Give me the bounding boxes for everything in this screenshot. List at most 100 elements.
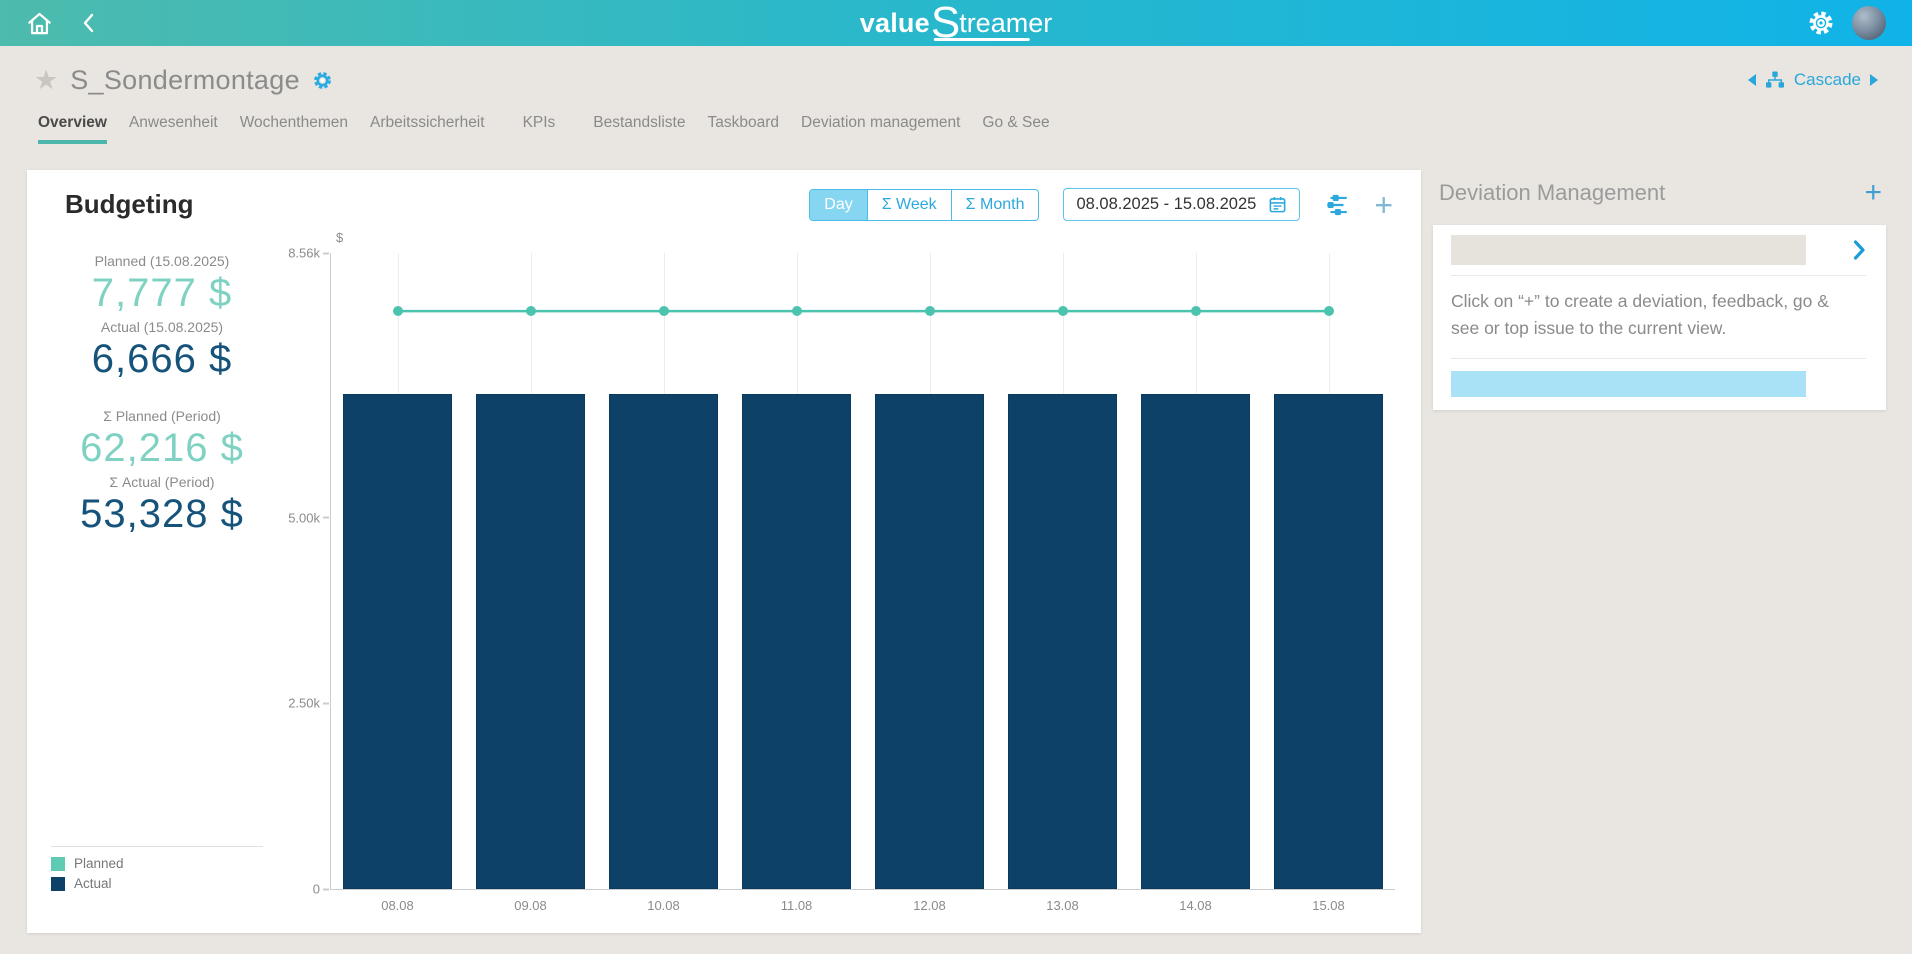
x-axis-tick-label: 08.08: [381, 898, 414, 913]
y-axis-tick-mark: [323, 516, 329, 519]
chart-day-slot[interactable]: 08.08: [331, 253, 464, 913]
board-titlebar: ★ S_Sondermontage Cascade: [0, 46, 1912, 106]
app-logo: value S treamer: [860, 0, 1052, 46]
tab-taskboard[interactable]: Taskboard: [707, 114, 780, 131]
actual-bar[interactable]: [741, 393, 852, 889]
stat-value-actual-period: 53,328 $: [80, 492, 244, 536]
stat-label-planned-period: Σ Planned (Period): [103, 408, 221, 424]
deviation-management-panel: Deviation Management + Click on “+” to c…: [1433, 176, 1886, 411]
y-axis-tick-label: 0: [312, 881, 320, 897]
logo-text-streamer: treamer: [959, 7, 1053, 38]
add-widget-button[interactable]: +: [1374, 186, 1393, 223]
board-settings-gear-icon[interactable]: [312, 70, 333, 91]
x-axis-tick-label: 13.08: [1046, 898, 1079, 913]
tab-wochenthemen[interactable]: Wochenthemen: [239, 114, 348, 131]
chart-slots: 08.08 09.08 10.08 11.08 12.08 13.08 14.08 15.08: [331, 253, 1395, 913]
y-axis-tick-mark: [323, 702, 329, 705]
y-axis-tick-label: 5.00k: [288, 510, 320, 526]
logo-underline: [934, 38, 1030, 41]
page-title: S_Sondermontage: [70, 64, 300, 95]
planned-line-point: [1057, 306, 1068, 317]
y-axis-tick: 8.56k: [288, 246, 329, 261]
settings-gear-icon[interactable]: [1806, 8, 1836, 38]
tab-arbeitssicherheit[interactable]: Arbeitssicherheit: [369, 114, 485, 131]
planned-line-point: [525, 306, 536, 317]
chart-legend: Planned Actual: [51, 846, 263, 896]
chart-day-slot[interactable]: 10.08: [597, 253, 730, 913]
budget-stats-column: Planned (15.08.2025) 7,777 $ Actual (15.…: [47, 241, 277, 910]
stat-value-actual-day: 6,666 $: [91, 337, 233, 381]
y-axis-tick-mark: [323, 252, 329, 254]
x-axis-tick-label: 15.08: [1312, 898, 1345, 913]
planned-line-point: [1190, 306, 1201, 317]
date-range-picker[interactable]: 08.08.2025 - 15.08.2025: [1063, 188, 1301, 221]
x-axis-tick-label: 14.08: [1179, 898, 1212, 913]
cascade-nav: Cascade: [1747, 70, 1878, 90]
budget-chart: $ 8.56k 5.00k 2.50k 0 08.08 09.08 10.08 11.08 12…: [277, 230, 1401, 913]
y-axis-tick: 2.50k: [288, 696, 329, 711]
toggle-month[interactable]: Σ Month: [950, 189, 1039, 220]
tab-deviation-management[interactable]: Deviation management: [801, 114, 961, 131]
tab-go-and-see[interactable]: Go & See: [982, 114, 1050, 131]
cascade-label[interactable]: Cascade: [1793, 70, 1861, 89]
chart-settings-sliders-icon[interactable]: [1324, 192, 1350, 218]
y-axis-tick-label: 8.56k: [288, 245, 320, 261]
chevron-right-icon[interactable]: [1853, 240, 1866, 260]
y-axis-tick-mark: [323, 888, 329, 890]
actual-bar[interactable]: [1007, 393, 1118, 889]
deviation-placeholder-bar: [1451, 235, 1806, 265]
user-avatar[interactable]: [1852, 6, 1886, 40]
deviation-highlight-bar: [1451, 371, 1806, 398]
y-axis-tick-label: 2.50k: [288, 695, 320, 711]
tab-kpis[interactable]: KPIs: [522, 114, 556, 131]
legend-item-actual: Actual: [51, 876, 263, 891]
actual-bar[interactable]: [475, 393, 586, 889]
chart-day-slot[interactable]: 12.08: [863, 253, 996, 913]
cascade-next-icon[interactable]: [1870, 74, 1878, 86]
logo-text-value: value: [859, 7, 930, 38]
cascade-prev-icon[interactable]: [1747, 74, 1756, 86]
tab-anwesenheit[interactable]: Anwesenheit: [128, 114, 218, 131]
planned-line-point: [1323, 306, 1334, 317]
cascade-tree-icon: [1765, 71, 1785, 89]
tab-overview[interactable]: Overview: [38, 114, 107, 144]
stat-value-planned-day: 7,777 $: [91, 271, 233, 315]
actual-bar[interactable]: [608, 393, 719, 889]
chart-day-slot[interactable]: 15.08: [1262, 253, 1395, 913]
home-icon[interactable]: [26, 10, 53, 37]
stat-value-planned-period: 62,216 $: [80, 426, 244, 470]
x-axis-tick-label: 10.08: [647, 898, 680, 913]
divider: [1451, 358, 1866, 360]
y-axis-tick: 0: [313, 882, 329, 897]
favorite-star-icon[interactable]: ★: [34, 64, 59, 95]
tab-bar: Overview Anwesenheit Wochenthemen Arbeit…: [38, 114, 1050, 144]
chart-day-slot[interactable]: 13.08: [996, 253, 1129, 913]
chart-day-slot[interactable]: 11.08: [730, 253, 863, 913]
chart-day-slot[interactable]: 09.08: [464, 253, 597, 913]
actual-bar[interactable]: [1273, 393, 1384, 889]
planned-line: [331, 253, 1395, 889]
back-icon[interactable]: [81, 13, 95, 33]
legend-swatch-planned: [51, 856, 65, 871]
chart-day-slot[interactable]: 14.08: [1129, 253, 1262, 913]
deviation-hint-text: Click on “+” to create a deviation, feed…: [1451, 291, 1829, 339]
x-axis-tick-label: 12.08: [913, 898, 946, 913]
toggle-week[interactable]: Σ Week: [866, 189, 951, 220]
actual-bar[interactable]: [1140, 393, 1251, 889]
x-axis-tick-label: 09.08: [514, 898, 547, 913]
actual-bar[interactable]: [874, 393, 985, 889]
y-axis-unit-label: $: [336, 230, 344, 245]
app-header: value S treamer: [0, 0, 1912, 46]
add-deviation-button[interactable]: +: [1864, 176, 1882, 209]
chart-plot-area: $ 8.56k 5.00k 2.50k 0 08.08 09.08 10.08 11.08 12…: [288, 230, 1395, 913]
planned-line-point: [791, 306, 802, 317]
toggle-day[interactable]: Day: [810, 189, 867, 220]
period-toggle-group: Day Σ Week Σ Month: [809, 188, 1040, 221]
actual-bar[interactable]: [342, 393, 453, 889]
planned-line-point: [658, 306, 669, 317]
stat-label-actual-day: Actual (15.08.2025): [100, 319, 224, 335]
budgeting-title: Budgeting: [65, 189, 194, 219]
tab-bestandsliste[interactable]: Bestandsliste: [593, 114, 686, 131]
planned-line-point: [392, 306, 403, 317]
